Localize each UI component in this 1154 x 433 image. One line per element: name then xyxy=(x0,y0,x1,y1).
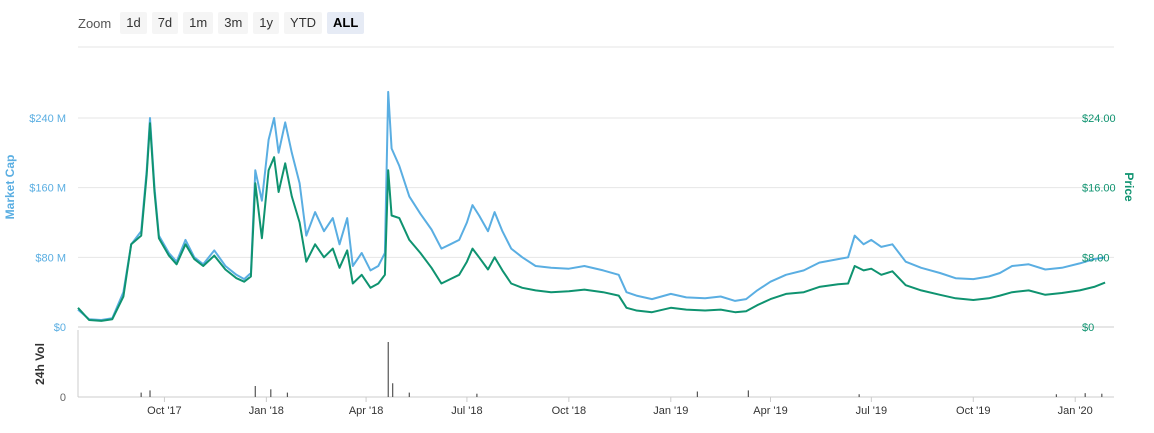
grid-lines xyxy=(78,117,1114,328)
x-tick-label: Oct '19 xyxy=(956,405,991,417)
x-axis-ticks: Oct '17 Jan '18 Apr '18 Jul '18 Oct '18 Jan '… xyxy=(147,397,1093,417)
volume-tick-label: 0 xyxy=(60,392,66,404)
zoom-bar: Zoom 1d 7d 1m 3m 1y YTD ALL xyxy=(78,12,365,34)
zoom-1m-button[interactable]: 1m xyxy=(183,12,214,34)
x-tick-label: Apr '19 xyxy=(753,405,788,417)
y-left-tick-label: $240 M xyxy=(29,113,66,125)
y-right-tick-label: $0 xyxy=(1082,322,1094,334)
market-cap-line xyxy=(77,90,1106,321)
x-tick-label: Jul '19 xyxy=(856,405,887,417)
series-lines xyxy=(77,90,1106,322)
x-tick-label: Jan '20 xyxy=(1058,405,1093,417)
y-right-tick-label: $16.00 xyxy=(1082,183,1116,195)
y-right-tick-label: $24.00 xyxy=(1082,113,1116,125)
zoom-3m-button[interactable]: 3m xyxy=(218,12,249,34)
x-tick-label: Oct '18 xyxy=(552,405,587,417)
price-line xyxy=(77,122,1106,322)
right-axis-ticks: $0 $8.00 $16.00 $24.00 xyxy=(1082,113,1116,334)
x-tick-label: Oct '17 xyxy=(147,405,182,417)
volume-axis-label: 24h Vol xyxy=(33,343,47,385)
zoom-7d-button[interactable]: 7d xyxy=(151,12,179,34)
x-tick-label: Jan '19 xyxy=(653,405,688,417)
left-axis-ticks: $0 $80 M $160 M $240 M xyxy=(29,113,66,334)
y-left-tick-label: $80 M xyxy=(35,252,66,264)
zoom-1d-button[interactable]: 1d xyxy=(120,12,147,34)
y-axis-left-label: Market Cap xyxy=(3,155,17,220)
y-right-tick-label: $8.00 xyxy=(1082,252,1110,264)
x-tick-label: Jan '18 xyxy=(249,405,284,417)
y-left-tick-label: $0 xyxy=(54,322,66,334)
volume-panel: 0 xyxy=(60,330,1114,404)
zoom-all-button[interactable]: ALL xyxy=(327,12,365,34)
x-tick-label: Jul '18 xyxy=(451,405,482,417)
y-axis-right-label: Price xyxy=(1122,172,1136,202)
y-left-tick-label: $160 M xyxy=(29,183,66,195)
zoom-ytd-button[interactable]: YTD xyxy=(284,12,323,34)
x-tick-label: Apr '18 xyxy=(349,405,384,417)
zoom-1y-button[interactable]: 1y xyxy=(253,12,280,34)
zoom-label: Zoom xyxy=(78,15,112,31)
